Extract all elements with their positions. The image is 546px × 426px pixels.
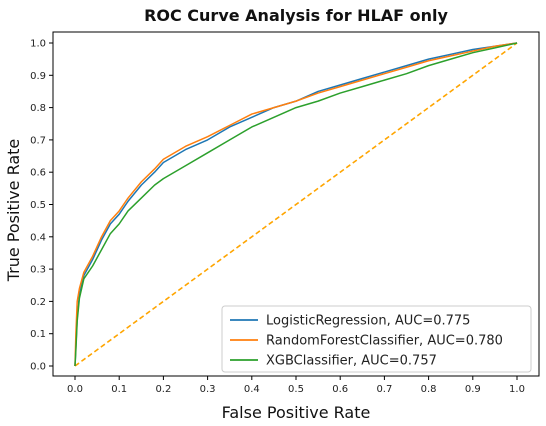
y-axis-ticks: 0.0 0.1 0.2 0.3 0.4 0.5 0.6 0.7 0.8 0.9 1.0 [30, 39, 53, 373]
x-tick-label: 0.6 [332, 384, 348, 395]
chart-title: ROC Curve Analysis for HLAF only [144, 6, 448, 25]
series-layer [74, 42, 518, 367]
y-tick-label: 0.5 [30, 200, 46, 211]
x-tick-label: 0.7 [376, 384, 392, 395]
series-line-0 [74, 42, 518, 367]
x-tick-label: 0.4 [244, 384, 260, 395]
series-line-1 [74, 42, 518, 367]
series-line-2 [74, 42, 518, 367]
x-tick-label: 1.0 [509, 384, 525, 395]
legend-label-0: LogisticRegression, AUC=0.775 [266, 314, 470, 329]
y-tick-label: 1.0 [30, 39, 46, 50]
chance-line [74, 42, 518, 367]
legend: LogisticRegression, AUC=0.775 RandomFores… [221, 305, 532, 373]
y-tick-label: 0.1 [30, 329, 46, 340]
x-tick-label: 0.1 [111, 384, 127, 395]
y-tick-label: 0.4 [30, 232, 46, 243]
x-tick-label: 0.5 [288, 384, 304, 395]
x-tick-label: 0.9 [465, 384, 481, 395]
y-tick-label: 0.7 [30, 135, 46, 146]
y-axis-title: True Positive Rate [4, 139, 23, 283]
x-tick-label: 0.0 [67, 384, 83, 395]
x-tick-label: 0.8 [421, 384, 437, 395]
legend-label-1: RandomForestClassifier, AUC=0.780 [266, 334, 503, 349]
y-tick-label: 0.6 [30, 168, 46, 179]
legend-box [221, 305, 532, 373]
y-tick-label: 0.8 [30, 103, 46, 114]
y-tick-label: 0.3 [30, 265, 46, 276]
y-tick-label: 0.9 [30, 71, 46, 82]
legend-label-2: XGBClassifier, AUC=0.757 [266, 354, 437, 369]
y-tick-label: 0.0 [30, 362, 46, 373]
y-tick-label: 0.2 [30, 297, 46, 308]
x-axis-ticks: 0.0 0.1 0.2 0.3 0.4 0.5 0.6 0.7 0.8 0.9 1.0 [67, 376, 525, 395]
x-axis-title: False Positive Rate [222, 403, 371, 422]
x-tick-label: 0.3 [200, 384, 216, 395]
x-tick-label: 0.2 [155, 384, 171, 395]
